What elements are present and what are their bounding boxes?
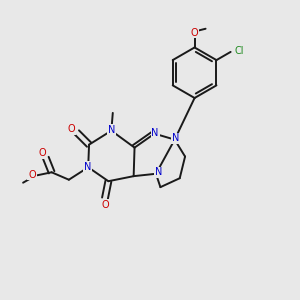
Text: O: O (28, 170, 36, 180)
Text: N: N (172, 134, 179, 143)
Text: O: O (68, 124, 75, 134)
Text: O: O (101, 200, 109, 210)
Text: N: N (108, 125, 116, 135)
Text: N: N (152, 128, 159, 138)
Text: Cl: Cl (235, 46, 244, 56)
Text: O: O (38, 148, 46, 158)
Text: N: N (155, 167, 163, 177)
Text: N: N (84, 162, 91, 172)
Text: O: O (191, 28, 198, 38)
